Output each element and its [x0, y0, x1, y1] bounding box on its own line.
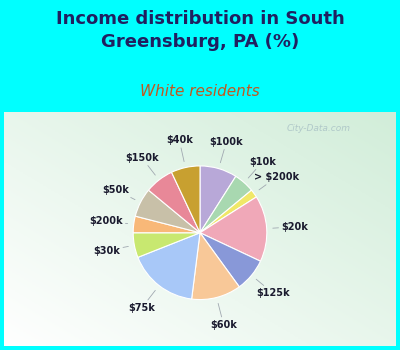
Wedge shape [200, 190, 256, 233]
Wedge shape [148, 172, 200, 233]
Wedge shape [200, 233, 260, 287]
Text: $150k: $150k [125, 153, 159, 175]
Text: City-Data.com: City-Data.com [286, 124, 350, 133]
Text: > $200k: > $200k [254, 172, 299, 190]
Text: $10k: $10k [248, 156, 276, 178]
Wedge shape [133, 233, 200, 257]
Text: $75k: $75k [128, 290, 155, 313]
Wedge shape [172, 166, 200, 233]
Text: $200k: $200k [89, 216, 128, 226]
Wedge shape [192, 233, 239, 300]
Wedge shape [138, 233, 200, 299]
Wedge shape [200, 176, 252, 233]
Text: $100k: $100k [210, 136, 243, 163]
Text: $60k: $60k [210, 303, 237, 330]
Text: $125k: $125k [256, 279, 290, 298]
Wedge shape [200, 197, 267, 261]
Text: Income distribution in South
Greensburg, PA (%): Income distribution in South Greensburg,… [56, 10, 344, 51]
Text: $30k: $30k [93, 246, 128, 256]
Wedge shape [135, 190, 200, 233]
Text: $20k: $20k [273, 222, 308, 232]
Text: White residents: White residents [140, 84, 260, 99]
Wedge shape [133, 216, 200, 233]
Wedge shape [200, 166, 236, 233]
Text: $40k: $40k [166, 135, 193, 162]
Text: $50k: $50k [102, 185, 135, 200]
